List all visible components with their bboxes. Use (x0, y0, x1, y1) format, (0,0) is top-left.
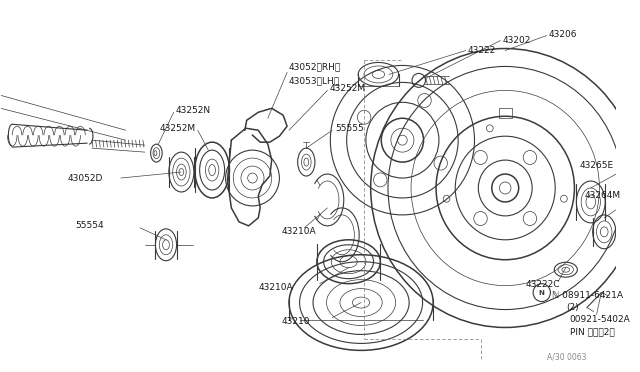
Text: ℕ 08911-6421A: ℕ 08911-6421A (552, 291, 623, 300)
Text: 43053〈LH〉: 43053〈LH〉 (289, 76, 340, 85)
Text: 43252M: 43252M (159, 124, 195, 133)
Text: 43210: 43210 (282, 317, 310, 326)
Text: 43252N: 43252N (175, 106, 211, 115)
Text: 43222: 43222 (468, 46, 496, 55)
Text: PIN ピン（2）: PIN ピン（2） (570, 327, 614, 336)
Text: 43252M: 43252M (330, 84, 365, 93)
Text: 00921-5402A: 00921-5402A (570, 315, 630, 324)
Text: 43206: 43206 (548, 30, 577, 39)
Text: 55554: 55554 (76, 221, 104, 230)
Text: 43052D: 43052D (68, 173, 103, 183)
Text: 43210A: 43210A (259, 283, 293, 292)
Text: 43202: 43202 (502, 36, 531, 45)
Text: 43210A: 43210A (282, 227, 316, 236)
Text: (2): (2) (566, 303, 579, 312)
Text: 43222C: 43222C (525, 280, 560, 289)
Text: A/30 0063: A/30 0063 (547, 353, 586, 362)
Text: 55555: 55555 (335, 124, 364, 133)
Text: 43265E: 43265E (579, 161, 613, 170)
Text: 43052〈RH〉: 43052〈RH〉 (289, 62, 341, 71)
Text: N: N (539, 289, 545, 296)
Bar (499, 108, 512, 118)
Text: 43264M: 43264M (585, 192, 621, 201)
